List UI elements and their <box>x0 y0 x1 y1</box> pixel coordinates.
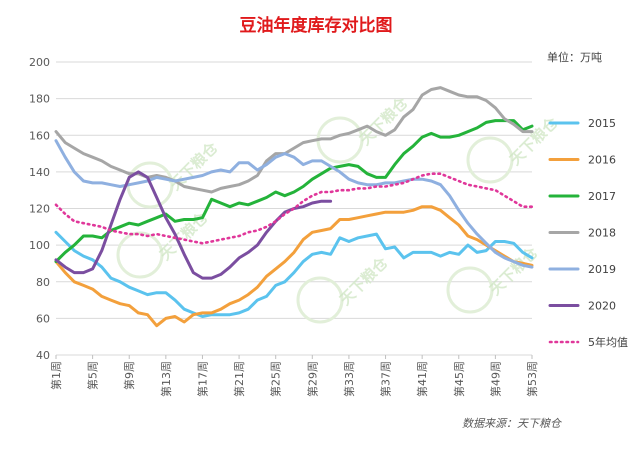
legend-entry-5年均值: 5年均值 <box>548 335 628 349</box>
series-line-2016 <box>54 205 534 328</box>
legend-entry-2020: 2020 <box>548 300 616 313</box>
watermark-circle <box>466 136 514 184</box>
x-tick-label: 第25周 <box>269 361 283 397</box>
legend-entry-2015: 2015 <box>548 117 616 130</box>
x-tick-label: 第21周 <box>232 361 246 397</box>
legend-entry-2016: 2016 <box>548 154 616 167</box>
legend-entry-2019: 2019 <box>548 263 616 276</box>
x-tick-label: 第49周 <box>488 361 502 397</box>
y-tick-label: 100 <box>29 239 50 252</box>
y-tick-label: 200 <box>29 56 50 69</box>
y-tick-label: 140 <box>29 166 50 179</box>
legend-label: 2017 <box>588 190 616 203</box>
series-line-2020 <box>54 170 333 280</box>
chart-title: 豆油年度库存对比图 <box>240 15 393 36</box>
watermark-circle <box>446 266 494 314</box>
y-tick-label: 180 <box>29 93 50 106</box>
y-tick-label: 160 <box>29 129 50 142</box>
legend-label: 2015 <box>588 117 616 130</box>
series-line-2018 <box>54 86 534 194</box>
legend: 2015 2016 2017 2018 2019 2020 5年均值 <box>548 117 628 349</box>
x-axis: 第1周 第5周 第9周 第13周 第17周 第21周 第25周 第29周 第33周 第37周 第41… <box>49 355 539 397</box>
watermark-circle <box>296 276 344 324</box>
x-tick-label: 第41周 <box>415 361 429 397</box>
y-tick-label: 80 <box>36 276 50 289</box>
x-tick-label: 第13周 <box>159 361 173 397</box>
x-tick-label: 第33周 <box>342 361 356 397</box>
series-layer <box>54 86 534 328</box>
legend-label: 2019 <box>588 263 616 276</box>
watermark-seal: 天下粮仓 <box>296 253 392 324</box>
x-tick-label: 第5周 <box>86 361 100 390</box>
legend-entry-2017: 2017 <box>548 190 616 203</box>
y-tick-label: 60 <box>36 312 50 325</box>
x-tick-label: 第45周 <box>452 361 466 397</box>
y-axis: 40 60 80 100 120 140 160 180 200 <box>29 56 50 362</box>
unit-label: 单位：万吨 <box>547 50 602 64</box>
y-tick-label: 40 <box>36 349 50 362</box>
legend-label: 2016 <box>588 154 616 167</box>
series-line-2017 <box>54 119 534 264</box>
legend-entry-2018: 2018 <box>548 227 616 240</box>
y-tick-label: 120 <box>29 203 50 216</box>
legend-label: 5年均值 <box>588 335 628 349</box>
legend-label: 2018 <box>588 227 616 240</box>
series-line-2015 <box>54 230 534 318</box>
x-tick-label: 第1周 <box>49 361 63 390</box>
watermark-text: 天下粮仓 <box>356 93 412 149</box>
x-tick-label: 第9周 <box>122 361 136 390</box>
series-line-2019 <box>54 139 534 269</box>
series-line-5年均值 <box>54 172 534 245</box>
x-tick-label: 第37周 <box>379 361 393 397</box>
legend-label: 2020 <box>588 300 616 313</box>
source-label: 数据来源：天下粮仓 <box>462 417 562 430</box>
x-tick-label: 第53周 <box>525 361 539 397</box>
x-tick-label: 第17周 <box>195 361 209 397</box>
watermark-text: 天下粮仓 <box>336 253 392 309</box>
watermark-text: 天下粮仓 <box>166 138 222 194</box>
x-tick-label: 第29周 <box>305 361 319 397</box>
watermark-circle <box>116 231 164 279</box>
